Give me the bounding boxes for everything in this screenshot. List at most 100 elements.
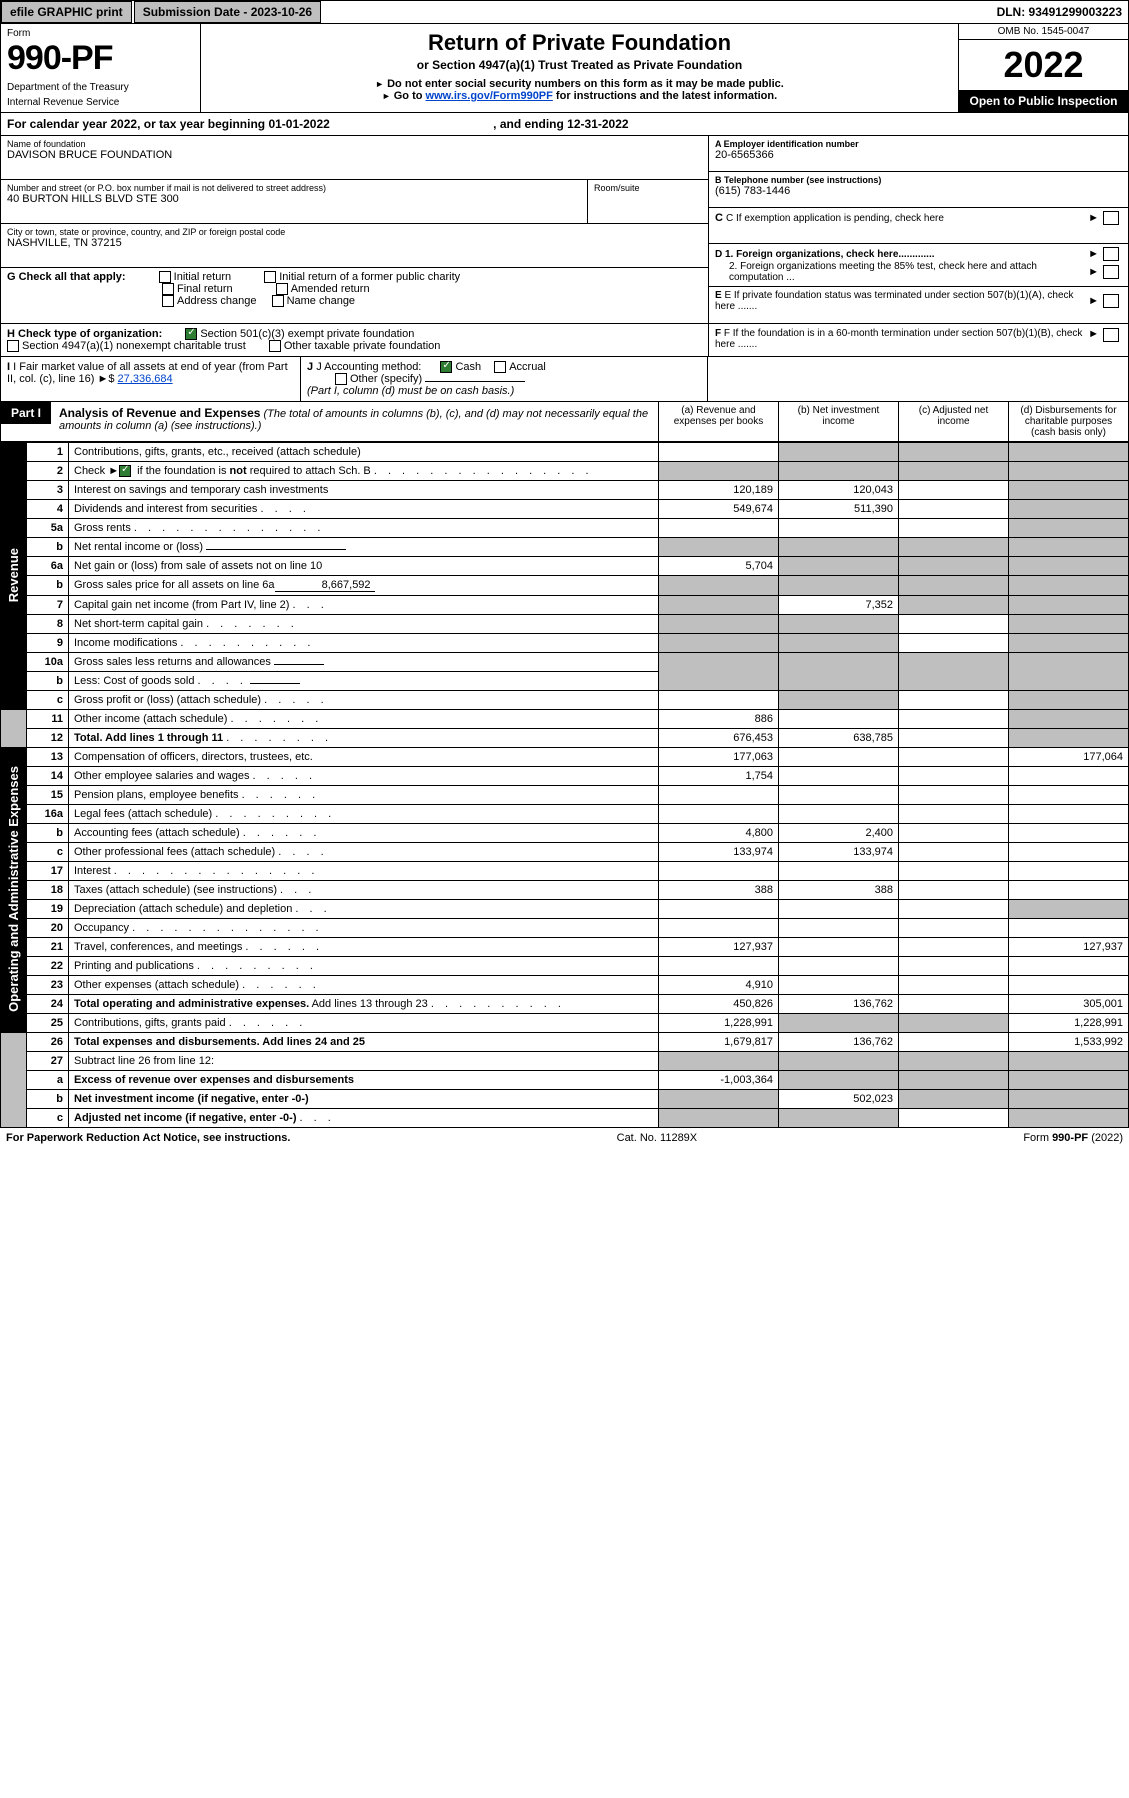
initial-return-former-checkbox[interactable]: [264, 271, 276, 283]
j-cash-checkbox[interactable]: [440, 361, 452, 373]
col-c-header: (c) Adjusted net income: [898, 402, 1008, 441]
calendar-year-row: For calendar year 2022, or tax year begi…: [0, 113, 1129, 136]
foundation-name: DAVISON BRUCE FOUNDATION: [7, 149, 702, 161]
table-row: cGross profit or (loss) (attach schedule…: [1, 691, 1129, 710]
h-row: H Check type of organization: Section 50…: [0, 324, 1129, 357]
table-row: 17Interest . . . . . . . . . . . . . . .: [1, 862, 1129, 881]
table-row: Operating and Administrative Expenses 13…: [1, 748, 1129, 767]
f-checkbox[interactable]: [1103, 328, 1119, 342]
form-header: Form 990-PF Department of the Treasury I…: [0, 24, 1129, 113]
form-number: 990-PF: [7, 39, 194, 78]
page-footer: For Paperwork Reduction Act Notice, see …: [0, 1128, 1129, 1148]
irs-label: Internal Revenue Service: [7, 97, 194, 108]
i-fmv-value[interactable]: 27,336,684: [118, 373, 173, 385]
table-row: 21Travel, conferences, and meetings . . …: [1, 938, 1129, 957]
part1-label: Part I: [1, 402, 51, 424]
col-a-header: (a) Revenue and expenses per books: [658, 402, 778, 441]
ssn-warning: Do not enter social security numbers on …: [387, 78, 784, 90]
b-phone-value: (615) 783-1446: [715, 185, 1122, 197]
table-row: 2 Check ► if the foundation is not requi…: [1, 462, 1129, 481]
table-row: 11Other income (attach schedule) . . . .…: [1, 710, 1129, 729]
j-accrual-checkbox[interactable]: [494, 361, 506, 373]
a-ein-value: 20-6565366: [715, 149, 1122, 161]
footer-form: Form 990-PF (2022): [1023, 1132, 1123, 1144]
table-row: cAdjusted net income (if negative, enter…: [1, 1109, 1129, 1128]
col-d-header: (d) Disbursements for charitable purpose…: [1008, 402, 1128, 441]
footer-left: For Paperwork Reduction Act Notice, see …: [6, 1132, 290, 1144]
omb-number: OMB No. 1545-0047: [959, 24, 1128, 40]
goto-post: for instructions and the latest informat…: [553, 90, 777, 102]
table-row: 18Taxes (attach schedule) (see instructi…: [1, 881, 1129, 900]
table-row: 8Net short-term capital gain . . . . . .…: [1, 615, 1129, 634]
address-change-checkbox[interactable]: [162, 295, 174, 307]
final-return-checkbox[interactable]: [162, 283, 174, 295]
h-other-checkbox[interactable]: [269, 340, 281, 352]
table-row: 15Pension plans, employee benefits . . .…: [1, 786, 1129, 805]
revenue-side-label: Revenue: [1, 443, 27, 710]
topbar: efile GRAPHIC print Submission Date - 20…: [0, 0, 1129, 24]
footer-catno: Cat. No. 11289X: [617, 1132, 698, 1144]
table-row: bGross sales price for all assets on lin…: [1, 576, 1129, 596]
form-label: Form: [7, 28, 194, 39]
table-row: 24Total operating and administrative exp…: [1, 995, 1129, 1014]
part1-title: Analysis of Revenue and Expenses: [59, 406, 260, 420]
table-row: 3Interest on savings and temporary cash …: [1, 481, 1129, 500]
b-phone-label: B Telephone number (see instructions): [715, 175, 881, 185]
d1-checkbox[interactable]: [1103, 247, 1119, 261]
form-subtitle: or Section 4947(a)(1) Trust Treated as P…: [211, 58, 948, 72]
dln: DLN: 93491299003223: [997, 5, 1128, 19]
h-501c3-checkbox[interactable]: [185, 328, 197, 340]
table-row: bAccounting fees (attach schedule) . . .…: [1, 824, 1129, 843]
c-exemption-label: C If exemption application is pending, c…: [726, 213, 944, 224]
form-title: Return of Private Foundation: [211, 30, 948, 56]
d2-checkbox[interactable]: [1103, 265, 1119, 279]
table-row: 25Contributions, gifts, grants paid . . …: [1, 1014, 1129, 1033]
table-row: 27Subtract line 26 from line 12:: [1, 1052, 1129, 1071]
amended-return-checkbox[interactable]: [276, 283, 288, 295]
d2-label: 2. Foreign organizations meeting the 85%…: [715, 261, 1084, 283]
table-row: 10aGross sales less returns and allowanc…: [1, 653, 1129, 672]
table-row: 22Printing and publications . . . . . . …: [1, 957, 1129, 976]
form-990pf-link[interactable]: www.irs.gov/Form990PF: [426, 90, 553, 102]
address-value: 40 BURTON HILLS BLVD STE 300: [7, 193, 581, 205]
e-label: E If private foundation status was termi…: [715, 290, 1074, 312]
table-row: 4Dividends and interest from securities …: [1, 500, 1129, 519]
j-label: J Accounting method:: [316, 361, 421, 373]
tax-year: 2022: [959, 40, 1128, 90]
submission-date: Submission Date - 2023-10-26: [134, 1, 321, 23]
part1-header: Part I Analysis of Revenue and Expenses …: [0, 402, 1129, 442]
i-j-row: I I Fair market value of all assets at e…: [0, 357, 1129, 402]
table-row: 20Occupancy . . . . . . . . . . . . . .: [1, 919, 1129, 938]
entity-info: Name of foundation DAVISON BRUCE FOUNDAT…: [0, 136, 1129, 324]
city-value: NASHVILLE, TN 37215: [7, 237, 702, 249]
h-label: H Check type of organization:: [7, 328, 162, 340]
table-row: bNet investment income (if negative, ent…: [1, 1090, 1129, 1109]
j-note: (Part I, column (d) must be on cash basi…: [307, 385, 514, 397]
name-change-checkbox[interactable]: [272, 295, 284, 307]
goto-pre: Go to: [394, 90, 426, 102]
schb-checkbox[interactable]: [119, 465, 131, 477]
table-row: bNet rental income or (loss): [1, 538, 1129, 557]
table-row: 16aLegal fees (attach schedule) . . . . …: [1, 805, 1129, 824]
a-ein-label: A Employer identification number: [715, 139, 859, 149]
e-checkbox[interactable]: [1103, 294, 1119, 308]
f-label: F If the foundation is in a 60-month ter…: [715, 328, 1082, 350]
table-row: 19Depreciation (attach schedule) and dep…: [1, 900, 1129, 919]
table-row: 12Total. Add lines 1 through 11 . . . . …: [1, 729, 1129, 748]
address-label: Number and street (or P.O. box number if…: [7, 183, 581, 193]
table-row: 23Other expenses (attach schedule) . . .…: [1, 976, 1129, 995]
table-row: cOther professional fees (attach schedul…: [1, 843, 1129, 862]
expenses-side-label: Operating and Administrative Expenses: [1, 748, 27, 1033]
h-4947-checkbox[interactable]: [7, 340, 19, 352]
j-other-checkbox[interactable]: [335, 373, 347, 385]
efile-print-button[interactable]: efile GRAPHIC print: [1, 1, 132, 23]
c-exemption-checkbox[interactable]: [1103, 211, 1119, 225]
room-label: Room/suite: [594, 183, 702, 193]
initial-return-checkbox[interactable]: [159, 271, 171, 283]
col-b-header: (b) Net investment income: [778, 402, 898, 441]
table-row: 14Other employee salaries and wages . . …: [1, 767, 1129, 786]
open-public-badge: Open to Public Inspection: [959, 90, 1128, 112]
revenue-expense-table: Revenue 1 Contributions, gifts, grants, …: [0, 442, 1129, 1128]
table-row: 7Capital gain net income (from Part IV, …: [1, 596, 1129, 615]
table-row: 6aNet gain or (loss) from sale of assets…: [1, 557, 1129, 576]
